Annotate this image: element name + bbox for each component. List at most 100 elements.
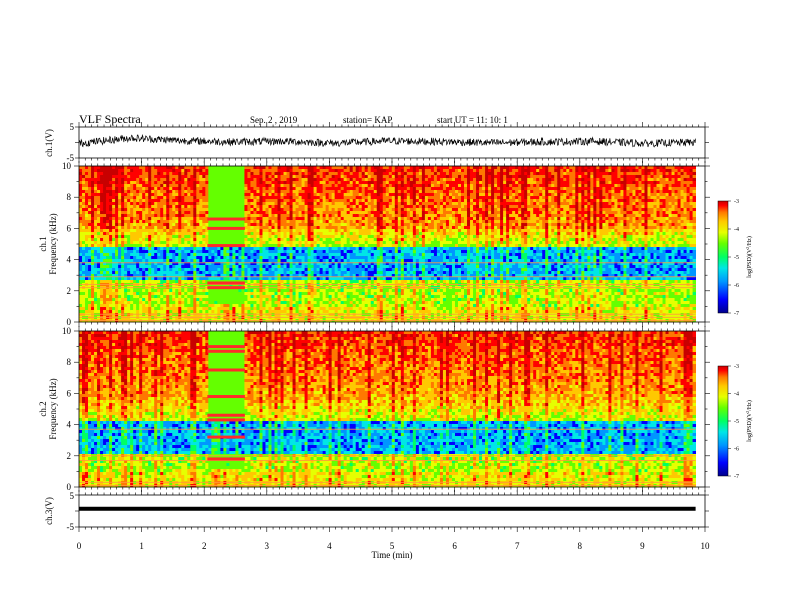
spectrogram-cell (226, 199, 230, 203)
spectrogram-cell (109, 226, 113, 230)
spectrogram-cell (307, 235, 312, 239)
spectrogram-cell (262, 310, 266, 314)
spectrogram-cell (169, 184, 173, 188)
spectrogram-cell (334, 292, 339, 296)
spectrogram-cell (262, 274, 266, 278)
spectrogram-cell (115, 262, 119, 266)
spectrogram-cell (133, 232, 137, 236)
spectrogram-cell (103, 166, 107, 170)
spectrogram-cell (139, 196, 143, 200)
spectrogram-cell (292, 289, 296, 293)
spectrogram-cell (196, 262, 200, 266)
spectrogram-cell (85, 256, 89, 260)
spectrogram-cell (112, 226, 116, 230)
spectrogram-cell (253, 196, 257, 200)
spectrogram-cell (304, 298, 308, 302)
spectrogram-cell (193, 271, 197, 275)
spectrogram-cell (145, 220, 149, 224)
spectrogram-cell (79, 211, 83, 215)
spectrogram-cell (277, 199, 281, 203)
spectrogram-cell (223, 175, 227, 179)
spectrogram-cell (196, 295, 200, 299)
spectrogram-cell (148, 262, 152, 266)
spectrogram-cell (304, 166, 308, 170)
spectrogram-cell (100, 262, 104, 266)
spectrogram-cell (142, 304, 146, 308)
spectrogram-cell (247, 265, 251, 269)
spectrogram-cell (301, 304, 305, 308)
spectrogram-cell (202, 268, 206, 272)
spectrogram-cell (115, 172, 119, 176)
spectrogram-cell (169, 280, 173, 284)
spectrogram-cell (298, 232, 302, 236)
spectrogram-cell (91, 214, 95, 218)
spectrogram-cell (88, 220, 92, 224)
spectrogram-cell (262, 172, 266, 176)
spectrogram-cell (145, 178, 149, 182)
spectrogram-cell (121, 202, 125, 206)
spectrogram-cell (301, 292, 305, 296)
spectrogram-cell (313, 178, 318, 182)
spectrogram-cell (172, 274, 176, 278)
spectrogram-cell (145, 187, 149, 191)
spectrogram-cell (124, 268, 128, 272)
spectrogram-cell (352, 301, 357, 305)
spectrogram-cell (187, 211, 191, 215)
spectrogram-cell (190, 223, 194, 227)
spectrogram-cell (88, 253, 92, 257)
spectrogram-cell (154, 229, 158, 233)
spectrogram-cell (247, 280, 251, 284)
spectrogram-cell (217, 268, 221, 272)
spectrogram-cell (139, 226, 143, 230)
spectrogram-cell (103, 271, 107, 275)
spectrogram-cell (235, 295, 239, 299)
spectrogram-cell (187, 307, 191, 311)
spectrogram-cell (82, 265, 86, 269)
spectrogram-cell (286, 199, 290, 203)
spectrogram-cell (124, 205, 128, 209)
spectrogram-cell (118, 208, 122, 212)
spectrogram-cell (202, 292, 206, 296)
spectrogram-cell (337, 193, 342, 197)
spectrogram-cell (199, 217, 203, 221)
spectrogram-cell (274, 292, 278, 296)
spectrogram-cell (244, 295, 248, 299)
spectrogram-cell (136, 238, 140, 242)
spectrogram-cell (163, 181, 167, 185)
spectrogram-cell (148, 190, 152, 194)
spectrogram-cell (277, 310, 281, 314)
spectrogram-cell (100, 301, 104, 305)
spectrogram-cell (196, 220, 200, 224)
spectrogram-cell (235, 223, 239, 227)
spectrogram-cell (166, 169, 170, 173)
spectrogram-cell (256, 304, 260, 308)
spectrogram-cell (235, 310, 239, 314)
spectrogram-cell (139, 247, 143, 251)
spectrogram-cell (238, 181, 242, 185)
spectrogram-cell (274, 310, 278, 314)
spectrogram-cell (283, 190, 287, 194)
spectrogram-cell (238, 211, 242, 215)
spectrogram-cell (118, 292, 122, 296)
spectrogram-cell (169, 220, 173, 224)
spectrogram-cell (85, 277, 89, 281)
spectrogram-cell (328, 271, 333, 275)
spectrogram-cell (229, 292, 233, 296)
spectrogram-cell (328, 277, 333, 281)
spectrogram-cell (100, 256, 104, 260)
spectrogram-cell (322, 175, 327, 179)
spectrogram-cell (304, 310, 308, 314)
spectrogram-cell (271, 247, 275, 251)
spectrogram-cell (199, 259, 203, 263)
spectrogram-cell (232, 292, 236, 296)
spectrogram-cell (115, 175, 119, 179)
spectrogram-cell (295, 274, 299, 278)
spectrogram-cell (145, 232, 149, 236)
spectrogram-cell (157, 223, 161, 227)
spectrogram-cell (142, 226, 146, 230)
spectrogram-cell (301, 184, 305, 188)
spectrogram-cell (322, 235, 327, 239)
spectrogram-cell (85, 250, 89, 254)
spectrogram-cell (187, 241, 191, 245)
spectrogram-cell (136, 307, 140, 311)
